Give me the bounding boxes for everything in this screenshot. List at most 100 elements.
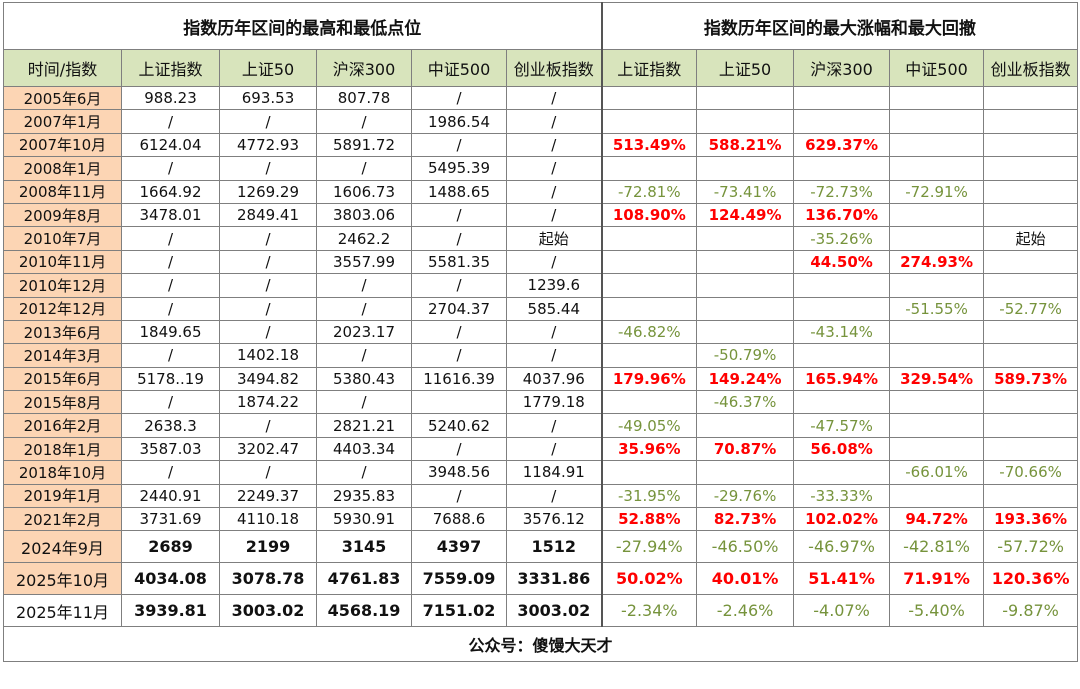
point-cell: 585.44 (505, 296, 603, 321)
point-cell: / (316, 156, 412, 181)
point-cell: 4403.34 (316, 436, 412, 462)
change-cell (889, 202, 985, 228)
point-cell: / (505, 179, 603, 204)
change-cell (983, 273, 1079, 298)
index-table: 指数历年区间的最高和最低点位 指数历年区间的最大涨幅和最大回撤 时间/指数 上证指… (2, 2, 1079, 663)
change-cell (696, 460, 795, 485)
date-cell: 2018年10月 (3, 460, 122, 485)
point-cell: 2638.3 (121, 413, 220, 438)
date-cell: 2008年1月 (3, 156, 122, 181)
point-cell: 1402.18 (219, 343, 317, 368)
point-cell: 4034.08 (121, 562, 220, 596)
point-cell: 起始 (505, 226, 603, 251)
table-row: 2007年10月 6124.04 4772.93 5891.72//513.49% 58… (3, 132, 1079, 158)
point-cell: / (505, 109, 603, 134)
point-cell: 7151.02 (411, 594, 507, 628)
change-cell: -70.66% (983, 460, 1079, 485)
point-cell: 2249.37 (219, 483, 317, 509)
header-cell: 中证500 (411, 49, 507, 87)
title-row: 指数历年区间的最高和最低点位 指数历年区间的最大涨幅和最大回撤 (2, 2, 1079, 50)
change-cell (600, 273, 698, 298)
point-cell: 3478.01 (121, 202, 220, 228)
table-row: 2015年6月 5178..19 3494.82 5380.43 11616.39 403… (3, 366, 1079, 392)
change-cell: 193.36% (983, 507, 1079, 532)
change-cell: -51.55% (889, 296, 985, 321)
change-cell (889, 273, 985, 298)
point-cell: / (505, 156, 603, 181)
change-cell (600, 249, 698, 275)
point-cell: / (219, 460, 317, 485)
point-cell: 7559.09 (411, 562, 507, 596)
point-cell: 1512 (505, 530, 603, 564)
change-cell: -9.87% (983, 594, 1079, 628)
date-cell: 2015年8月 (3, 390, 122, 415)
change-cell (600, 460, 698, 485)
date-cell: 2024年9月 (3, 530, 122, 564)
title-left: 指数历年区间的最高和最低点位 (2, 2, 603, 50)
date-cell: 2009年8月 (3, 202, 122, 228)
date-cell: 2010年7月 (3, 226, 122, 251)
point-cell: 1239.6 (505, 273, 603, 298)
date-cell: 2025年10月 (3, 562, 122, 596)
point-cell: / (411, 436, 507, 462)
point-cell: / (505, 85, 603, 111)
date-cell: 2010年11月 (3, 249, 122, 275)
change-cell: -2.34% (600, 594, 698, 628)
date-cell: 2007年10月 (3, 132, 122, 158)
change-cell (983, 202, 1079, 228)
point-cell: 3494.82 (219, 366, 317, 392)
table-row: 2008年1月 / //5495.39/ (3, 156, 1079, 181)
change-cell: -4.07% (793, 594, 891, 628)
change-cell (696, 156, 795, 181)
change-cell: 94.72% (889, 507, 985, 532)
point-cell: 693.53 (219, 85, 317, 111)
change-cell (600, 156, 698, 181)
change-cell: 274.93% (889, 249, 985, 275)
table-row: 2010年12月 / / //1239.6 (3, 273, 1079, 298)
point-cell: 5178..19 (121, 366, 220, 392)
point-cell: 3948.56 (411, 460, 507, 485)
header-cell: 上证50 (696, 49, 795, 87)
table-row: 2012年12月 / //2704.37 585.44 -51.55% -52.77% (3, 296, 1079, 321)
change-cell (793, 343, 891, 368)
point-cell: / (121, 156, 220, 181)
table-row: 2025年11月 3939.81 3003.02 4568.19 7151.02 3003… (3, 594, 1079, 628)
date-cell: 2021年2月 (3, 507, 122, 532)
date-cell: 2010年12月 (3, 273, 122, 298)
change-cell (983, 249, 1079, 275)
point-cell: 1874.22 (219, 390, 317, 415)
change-cell: 52.88% (600, 507, 698, 532)
point-cell: 2689 (121, 530, 220, 564)
change-cell: -73.41% (696, 179, 795, 204)
point-cell: 988.23 (121, 85, 220, 111)
table-row: 2018年10月 / //3948.56 1184.91 -66.01% -70.66% (3, 460, 1079, 485)
point-cell: 3078.78 (219, 562, 317, 596)
point-cell: 3145 (316, 530, 412, 564)
table-row: 2014年3月/1402.18// / -50.79% (3, 343, 1079, 368)
table-row: 2015年8月/1874.22/1779.18 -46.37% (3, 390, 1079, 415)
point-cell: 5380.43 (316, 366, 412, 392)
change-cell (793, 85, 891, 111)
header-cell: 沪深300 (316, 49, 412, 87)
change-cell: 82.73% (696, 507, 795, 532)
change-cell: -66.01% (889, 460, 985, 485)
change-cell: -52.77% (983, 296, 1079, 321)
change-cell (696, 319, 795, 345)
change-cell: 513.49% (600, 132, 698, 158)
point-cell: / (316, 296, 412, 321)
header-cell: 沪深300 (793, 49, 891, 87)
point-cell: 3939.81 (121, 594, 220, 628)
change-cell: -5.40% (889, 594, 985, 628)
date-cell: 2018年1月 (3, 436, 122, 462)
header-cell: 中证500 (889, 49, 985, 87)
point-cell: / (219, 319, 317, 345)
table-row: 2008年11月 1664.92 1269.29 1606.73 1488.65/-72… (3, 179, 1079, 204)
point-cell: / (121, 273, 220, 298)
change-cell: 起始 (983, 226, 1079, 251)
change-cell: 108.90% (600, 202, 698, 228)
point-cell: 3803.06 (316, 202, 412, 228)
table-row: 2016年2月 2638.3/2821.21 5240.62/-49.05% -47.… (3, 413, 1079, 438)
point-cell: 3003.02 (505, 594, 603, 628)
change-cell: 50.02% (600, 562, 698, 596)
point-cell: 4772.93 (219, 132, 317, 158)
